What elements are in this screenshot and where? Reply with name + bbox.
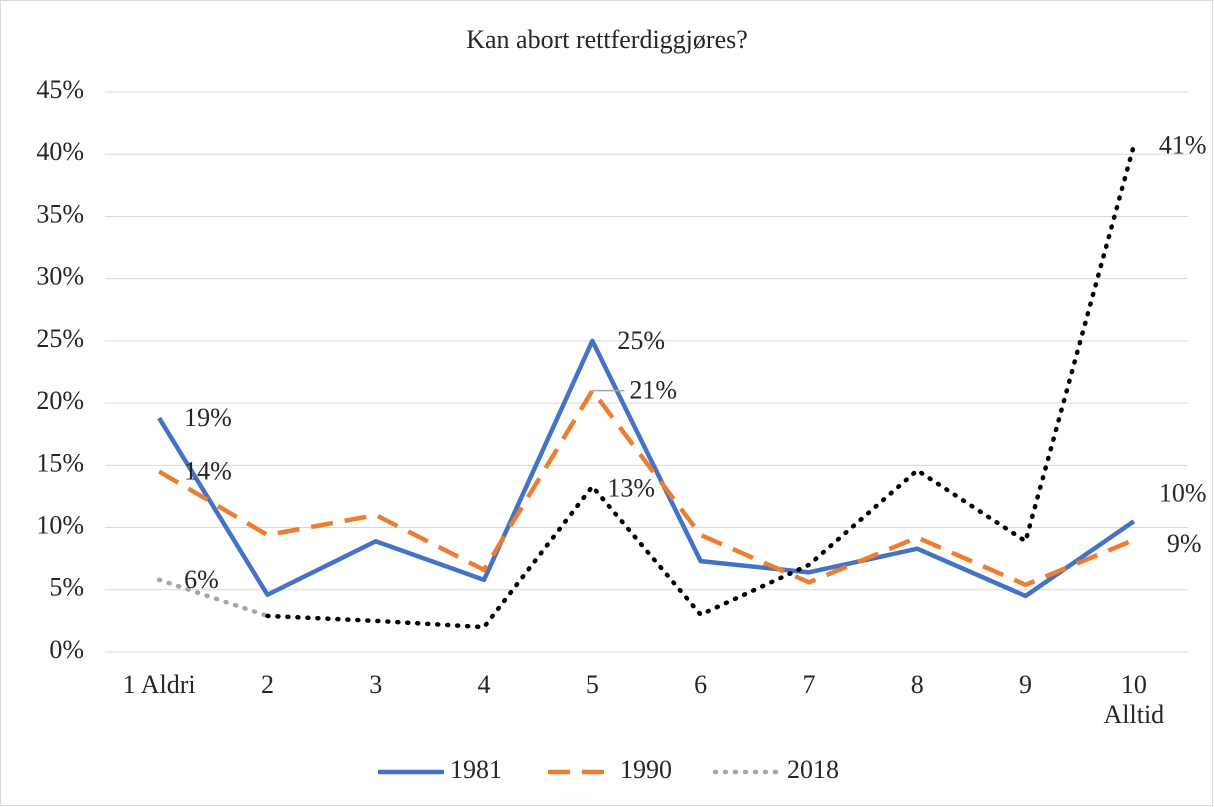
data-label: 41% <box>1159 130 1207 159</box>
data-label: 6% <box>184 565 219 594</box>
x-tick-label: 2 <box>260 670 274 699</box>
x-tick-label: 7 <box>802 670 816 699</box>
data-label: 10% <box>1159 478 1207 507</box>
y-tick-label: 45% <box>36 75 84 104</box>
y-tick-label: 20% <box>36 386 84 415</box>
data-label: 13% <box>607 473 655 502</box>
x-tick-label: 4 <box>477 670 491 699</box>
data-label: 25% <box>617 326 665 355</box>
x-tick-label: 6 <box>694 670 708 699</box>
x-tick-label: 1 Aldri <box>122 670 196 699</box>
y-tick-label: 15% <box>36 448 84 477</box>
x-tick-label: 3 <box>369 670 383 699</box>
series-line-segment <box>156 577 270 619</box>
y-tick-label: 5% <box>49 573 84 602</box>
x-tick-label: 10 Alltid <box>1103 670 1165 729</box>
series-line <box>158 388 1135 588</box>
chart-title: Kan abort rettferdiggjøres? <box>466 25 748 54</box>
legend-label: 2018 <box>787 755 839 784</box>
x-tick-label: 5 <box>585 670 599 699</box>
series-line <box>157 338 1136 599</box>
data-label: 9% <box>1167 529 1202 558</box>
data-label: 21% <box>629 376 677 405</box>
legend-label: 1990 <box>620 755 672 784</box>
y-tick-label: 30% <box>36 262 84 291</box>
series-line <box>265 143 1137 630</box>
data-label: 14% <box>184 457 232 486</box>
x-tick-label: 9 <box>1019 670 1033 699</box>
legend-label: 1981 <box>450 755 502 784</box>
data-label: 19% <box>184 403 232 432</box>
y-tick-label: 40% <box>36 137 84 166</box>
y-tick-label: 25% <box>36 324 84 353</box>
y-tick-label: 10% <box>36 511 84 540</box>
y-tick-label: 35% <box>36 199 84 228</box>
x-tick-label: 8 <box>910 670 924 699</box>
y-tick-label: 0% <box>49 635 84 664</box>
